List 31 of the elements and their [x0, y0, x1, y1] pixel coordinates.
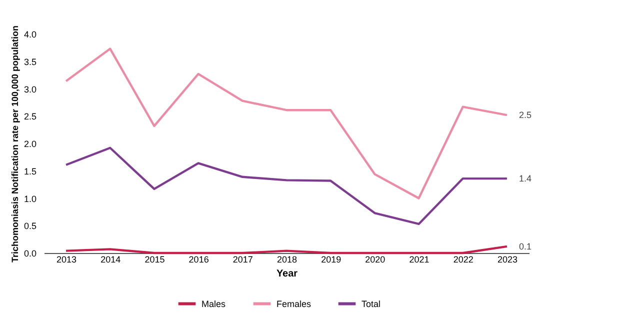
x-tick-label: 2017 — [232, 254, 253, 264]
legend-label: Total — [362, 298, 381, 309]
y-tick-label: 0.0 — [24, 248, 36, 258]
legend-label: Females — [276, 298, 312, 309]
x-tick-label: 2014 — [100, 254, 121, 264]
line-series — [64, 48, 508, 200]
x-tick-label: 2023 — [497, 254, 518, 264]
x-axis-title: Year — [276, 268, 298, 280]
x-tick-label: 2018 — [276, 254, 298, 264]
data-label: 0.1 — [518, 241, 532, 252]
y-tick-label: 2.0 — [24, 139, 36, 149]
x-tick-label: 2020 — [365, 254, 386, 264]
y-tick-label: 1.5 — [24, 166, 36, 176]
line-series — [64, 146, 508, 226]
x-tick-label: 2016 — [188, 254, 209, 264]
y-tick-label: 0.5 — [24, 221, 36, 232]
line-series — [64, 245, 508, 254]
y-tick-label: 2.5 — [24, 112, 36, 122]
x-tick-label: 2021 — [409, 254, 430, 264]
data-label: 2.5 — [518, 110, 532, 120]
x-tick-label: 2022 — [453, 254, 474, 264]
legend-label: Males — [202, 298, 226, 309]
y-tick-label: 3.0 — [24, 84, 36, 94]
x-tick-label: 2019 — [321, 254, 342, 264]
y-axis-title: Trichomoniasis Notification rate per 100,000 population — [10, 25, 20, 263]
x-tick-label: 2015 — [144, 254, 165, 264]
y-tick-label: 3.5 — [24, 56, 36, 67]
y-tick-label: 1.0 — [24, 194, 36, 204]
x-tick-label: 2013 — [56, 254, 77, 264]
y-tick-label: 4.0 — [24, 30, 36, 40]
data-label: 1.4 — [518, 174, 532, 184]
